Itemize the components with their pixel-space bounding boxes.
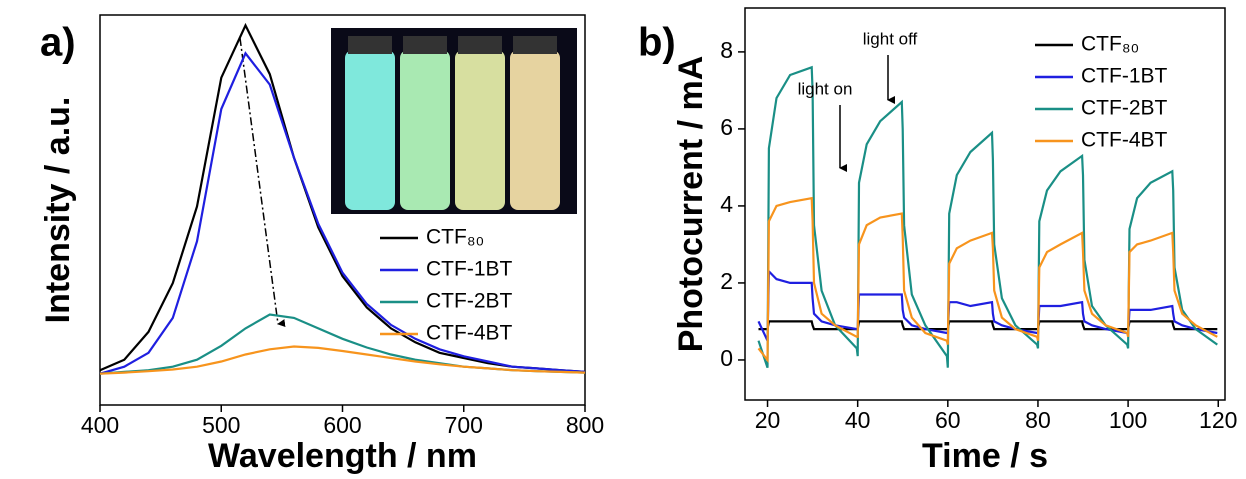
annotation: light off (863, 29, 918, 48)
plot-frame (744, 7, 1226, 401)
panel-label: a) (40, 21, 76, 65)
legend-label: CTF-2BT (1081, 97, 1168, 120)
x-tick-label: 80 (1025, 407, 1051, 433)
legend-label: CTF-2BT (426, 290, 513, 313)
legend-label: CTF-1BT (1081, 65, 1168, 88)
x-tick-label: 20 (755, 407, 781, 433)
inset-photo (331, 28, 577, 214)
x-tick-label: 500 (202, 412, 240, 438)
x-axis-label: Time / s (922, 437, 1048, 475)
x-axis-label: Wavelength / nm (208, 437, 477, 475)
y-tick-label: 0 (720, 345, 733, 371)
x-tick-label: 400 (81, 412, 119, 438)
data-line (99, 51, 586, 375)
legend-label: CTF-4BT (1081, 129, 1168, 152)
x-tick-label: 40 (845, 407, 871, 433)
data-line (99, 345, 586, 375)
x-tick-label: 800 (566, 412, 604, 438)
y-tick-label: 2 (720, 268, 733, 294)
x-tick-label: 600 (323, 412, 361, 438)
legend-label: CTF-4BT (426, 322, 513, 345)
y-tick-label: 4 (720, 191, 733, 217)
x-tick-label: 120 (1199, 407, 1237, 433)
x-tick-label: 700 (445, 412, 483, 438)
data-line (757, 196, 1218, 364)
y-tick-label: 6 (720, 114, 733, 140)
legend-label: CTF₈₀ (426, 226, 484, 249)
y-tick-label: 8 (720, 37, 733, 63)
y-axis-label: Photocurrent / mA (672, 56, 710, 353)
legend-label: CTF₈₀ (1081, 33, 1139, 56)
x-tick-label: 100 (1109, 407, 1147, 433)
annotation: light on (798, 79, 853, 98)
x-tick-label: 60 (935, 407, 961, 433)
shift-arrow (239, 37, 286, 328)
panel-label: b) (638, 21, 676, 65)
y-axis-label: Intensity / a.u. (39, 97, 77, 324)
legend-label: CTF-1BT (426, 258, 513, 281)
